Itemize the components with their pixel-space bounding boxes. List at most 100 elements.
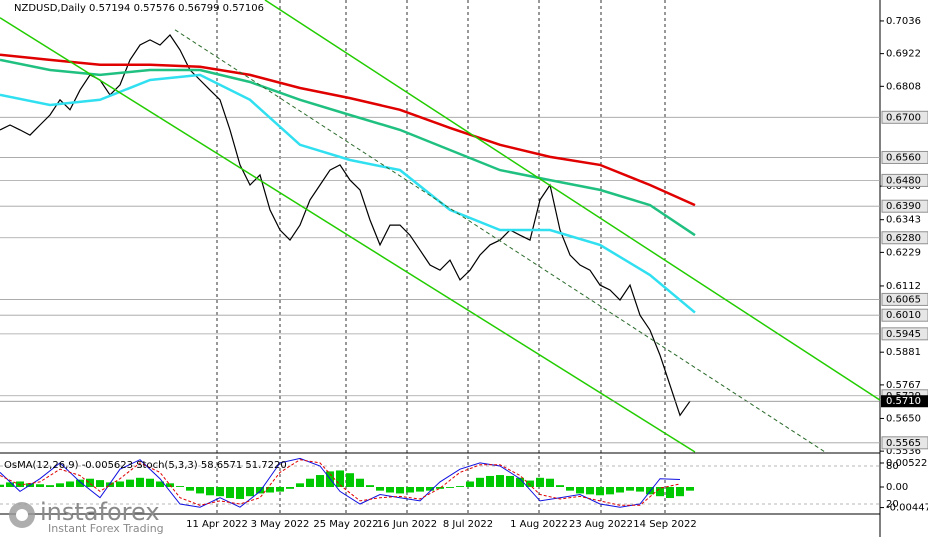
stoch-line [0, 459, 681, 506]
series-line [174, 29, 826, 453]
osma-bar [96, 480, 104, 487]
osma-bar [446, 486, 454, 488]
osma-bar [286, 486, 294, 489]
osma-bar [506, 475, 514, 487]
y-tick-label: 0.5536 [886, 446, 921, 457]
y-tick-label: 0.6922 [886, 49, 921, 60]
level-box [881, 150, 928, 164]
osma-bar [376, 486, 384, 491]
level-label: 0.5945 [886, 329, 921, 340]
osma-bar [66, 481, 74, 487]
osma-bar [226, 486, 234, 499]
level-label: 0.6480 [886, 175, 921, 186]
y-tick-label: 0.5767 [886, 380, 921, 391]
osma-bar [656, 486, 664, 497]
osma-bar [356, 478, 364, 487]
x-tick-label: 3 May 2022 [251, 519, 310, 530]
osma-bar [686, 486, 694, 491]
osma-bar [436, 486, 444, 489]
level-label: 0.6560 [886, 152, 921, 163]
chart-header: NZDUSD,Daily 0.57194 0.57576 0.56799 0.5… [14, 3, 264, 14]
level-box [881, 173, 928, 187]
x-tick-label: 23 Aug 2022 [569, 519, 633, 530]
osma-bar [496, 475, 504, 487]
osma-bar [176, 486, 184, 487]
osma-bar [236, 486, 244, 499]
y-tick-label: 0.5881 [886, 347, 921, 358]
osma-bar [126, 479, 134, 487]
osma-bar [16, 481, 24, 487]
osma-bar [346, 473, 354, 487]
osma-bar [476, 477, 484, 487]
level-box [881, 110, 928, 124]
osma-bar [0, 484, 4, 487]
series-line [264, 0, 881, 401]
y2-tick-label: 20 [886, 499, 899, 510]
osma-bar [186, 486, 194, 491]
osma-bar [206, 486, 214, 496]
logo-icon-inner [16, 509, 28, 521]
osma-bar [246, 486, 254, 497]
osma-bar [46, 485, 54, 487]
x-tick-label: 25 May 2022 [313, 519, 378, 530]
osma-bar [36, 484, 44, 487]
osma-bar [406, 486, 414, 493]
level-box [881, 231, 928, 245]
osma-bar [576, 486, 584, 494]
osma-bar [266, 486, 274, 493]
osma-bar [616, 486, 624, 493]
osma-bar [366, 485, 374, 487]
current-price-label: 0.5710 [886, 396, 921, 407]
osma-bar [666, 486, 674, 499]
osma-bar [196, 486, 204, 494]
series-line [0, 58, 696, 237]
osma-bar [546, 478, 554, 487]
y-tick-label: 0.6112 [886, 281, 921, 292]
osma-bar [486, 475, 494, 487]
y2-tick-label: 80 [886, 461, 899, 472]
series-line [0, 53, 696, 207]
osma-bar [86, 478, 94, 487]
current-price-box [881, 395, 928, 408]
logo-tagline: Instant Forex Trading [48, 522, 164, 535]
logo: instaforex Instant Forex Trading [9, 498, 164, 535]
osma-bar [516, 477, 524, 487]
level-label: 0.6010 [886, 310, 921, 321]
osma-bar [306, 478, 314, 487]
osma-bar [466, 481, 474, 487]
y-tick-label: -0.004476 [886, 503, 928, 514]
osma-bar [556, 485, 564, 487]
osma-bar [6, 482, 14, 487]
y-tick-label: 0.6343 [886, 215, 921, 226]
osma-bar [586, 486, 594, 495]
level-label: 0.6065 [886, 294, 921, 305]
osma-bar [106, 482, 114, 487]
osma-bar [336, 470, 344, 487]
osma-bar [596, 486, 604, 496]
series-line [0, 73, 696, 314]
osma-bar [626, 486, 634, 491]
osma-bar [296, 483, 304, 487]
level-label: 0.6280 [886, 233, 921, 244]
stoch-line [0, 457, 681, 508]
osma-bar [566, 486, 574, 491]
y-tick-label: 0.7036 [886, 16, 921, 27]
osma-bar [146, 478, 154, 487]
osma-bar [526, 480, 534, 487]
x-tick-label: 16 Jun 2022 [377, 519, 437, 530]
osma-bar [426, 486, 434, 491]
level-box [881, 199, 928, 213]
indicator-header: OsMA(12,26,9) -0.005623 Stoch(5,3,3) 58.… [4, 460, 287, 471]
osma-bar [216, 486, 224, 497]
x-tick-label: 11 Apr 2022 [186, 519, 248, 530]
osma-bar [416, 486, 424, 492]
osma-bar [76, 479, 84, 487]
x-tick-label: 14 Sep 2022 [633, 519, 696, 530]
y-tick-label: 0.6229 [886, 247, 921, 258]
logo-name: instaforex [40, 498, 160, 526]
level-label: 0.6390 [886, 201, 921, 212]
level-box [881, 292, 928, 306]
